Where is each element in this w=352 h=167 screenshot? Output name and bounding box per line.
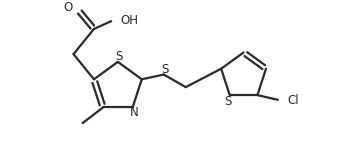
Text: S: S [116,50,123,63]
Text: S: S [225,95,232,108]
Text: OH: OH [121,14,139,27]
Text: Cl: Cl [287,94,299,107]
Text: S: S [162,63,169,76]
Text: N: N [130,106,139,119]
Text: O: O [63,1,73,14]
